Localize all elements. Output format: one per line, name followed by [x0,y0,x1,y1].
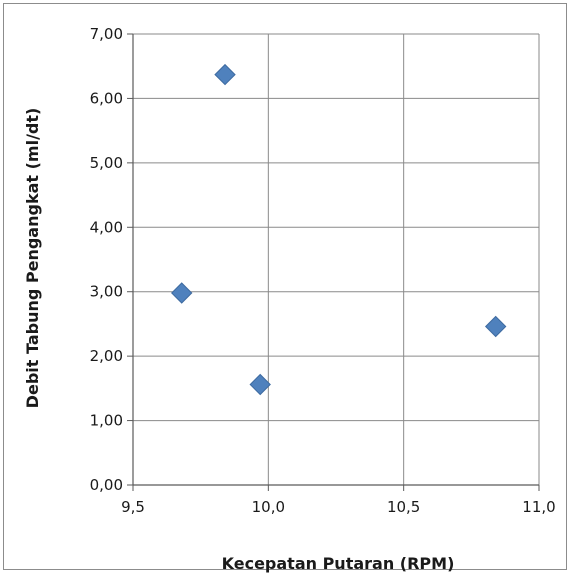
data-points [171,63,507,396]
data-point-marker [214,63,236,86]
x-axis-title: Kecepatan Putaran (RPM) [222,554,455,573]
data-point-marker [171,282,193,304]
y-tick-label: 1,00 [90,412,123,430]
grid-layer [133,33,540,485]
y-tick-label: 0,00 [90,476,123,494]
axis-layer [127,33,540,491]
data-point-marker [484,315,507,338]
y-tick-label: 7,00 [90,25,123,43]
y-tick-label: 6,00 [90,89,123,107]
y-tick-label: 4,00 [90,218,123,236]
x-tick-label: 10,0 [252,498,285,516]
y-tick-label: 5,00 [90,154,123,172]
y-tick-label: 2,00 [90,347,123,365]
chart-frame [3,3,567,570]
x-tick-label: 9,5 [121,498,145,516]
x-tick-label: 11,0 [522,498,555,516]
tick-labels: 0,00 1,00 2,00 3,00 4,00 5,00 6,00 7,00 9,5 10,0 1… [90,25,556,516]
y-axis-title: Debit Tabung Pengangkat (ml/dt) [23,108,42,409]
data-point-marker [249,373,271,396]
x-tick-label: 10,5 [387,498,420,516]
y-tick-label: 3,00 [90,283,123,301]
